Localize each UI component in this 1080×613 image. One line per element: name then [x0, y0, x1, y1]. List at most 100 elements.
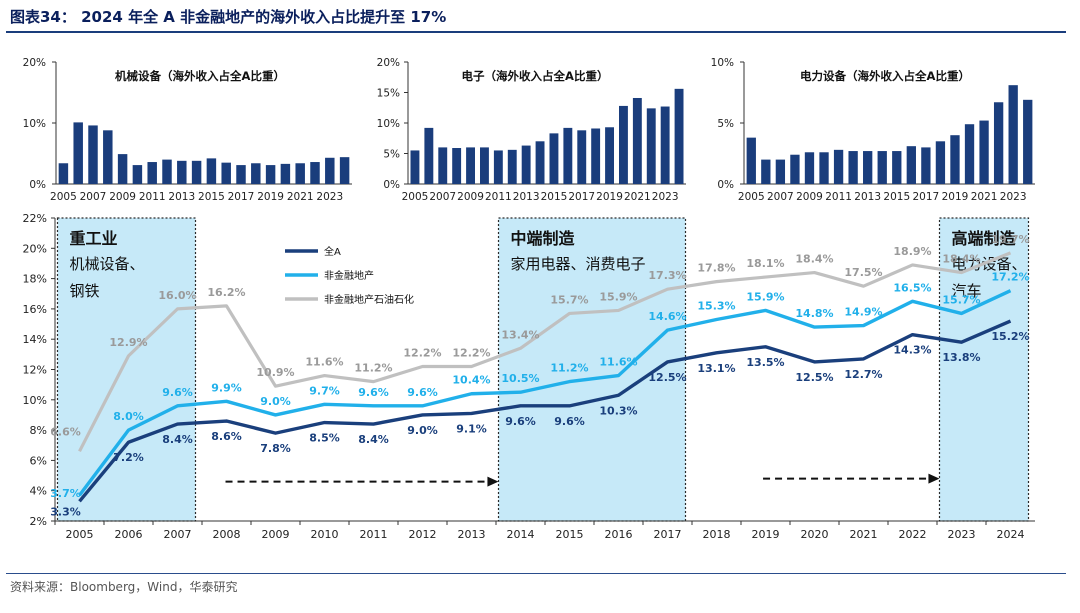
- y-tick-label: 20%: [23, 242, 47, 255]
- bar-2011: [833, 149, 844, 184]
- data-label: 12.2%: [452, 346, 490, 359]
- y-tick-label: 10%: [377, 118, 400, 130]
- x-tick-label: 2007: [767, 191, 794, 203]
- bar-2014: [535, 141, 545, 184]
- x-tick-label: 2023: [1000, 191, 1027, 203]
- x-tick-label: 2005: [738, 191, 765, 203]
- data-label: 9.6%: [162, 386, 193, 399]
- bar-2008: [452, 148, 462, 184]
- bar-2016: [906, 146, 916, 184]
- x-tick-label: 2021: [850, 528, 878, 541]
- chart-title: 电力设备（海外收入占全A比重）: [800, 69, 970, 83]
- bar-2012: [848, 151, 858, 184]
- bar-2021: [979, 120, 989, 184]
- data-label: 16.5%: [893, 281, 931, 294]
- data-label: 11.6%: [305, 356, 343, 369]
- x-tick-label: 2007: [80, 191, 107, 203]
- data-label: 9.6%: [407, 386, 438, 399]
- data-label: 8.0%: [113, 410, 144, 423]
- legend-label: 全A: [324, 245, 341, 258]
- data-label: 13.4%: [501, 328, 539, 341]
- bar-2020: [619, 105, 628, 184]
- trend-arrow-1-head: [487, 476, 499, 487]
- bar-2023: [1008, 85, 1018, 184]
- y-tick-label: 0%: [383, 179, 400, 191]
- bar-2009: [466, 147, 475, 184]
- x-tick-label: 2021: [287, 191, 314, 203]
- x-tick-label: 2013: [513, 191, 540, 203]
- x-tick-label: 2019: [257, 191, 284, 203]
- data-label: 14.3%: [893, 344, 931, 357]
- x-tick-label: 2005: [402, 191, 429, 203]
- bar-2018: [591, 128, 601, 184]
- data-label: 17.8%: [697, 262, 735, 275]
- data-label: 10.4%: [452, 374, 490, 387]
- x-tick-label: 2005: [50, 191, 77, 203]
- data-label: 17.5%: [844, 266, 882, 279]
- data-label: 3.7%: [50, 487, 81, 500]
- bar-2016: [563, 127, 573, 184]
- bar-2018: [251, 163, 261, 184]
- y-tick-label: 10%: [23, 394, 47, 407]
- bar-2015: [892, 151, 902, 184]
- x-tick-label: 2007: [164, 528, 192, 541]
- legend-label: 非金融地产石油石化: [324, 293, 414, 306]
- data-label: 14.9%: [844, 306, 882, 319]
- x-tick-label: 2009: [796, 191, 823, 203]
- y-tick-label: 22%: [23, 212, 47, 225]
- x-tick-label: 2007: [429, 191, 456, 203]
- x-tick-label: 2024: [997, 528, 1025, 541]
- bar-2017: [236, 165, 246, 184]
- x-tick-label: 2009: [457, 191, 484, 203]
- y-tick-label: 12%: [23, 364, 47, 377]
- bar-2021: [632, 97, 642, 184]
- data-label: 11.6%: [599, 356, 637, 369]
- x-tick-label: 2015: [556, 528, 584, 541]
- x-tick-label: 2011: [360, 528, 388, 541]
- data-label: 13.1%: [697, 362, 735, 375]
- data-label: 16.2%: [207, 286, 245, 299]
- x-tick-label: 2021: [624, 191, 651, 203]
- x-tick-label: 2018: [703, 528, 731, 541]
- data-label: 9.6%: [358, 386, 389, 399]
- data-label: 11.2%: [354, 362, 392, 375]
- data-label: 18.1%: [746, 257, 784, 270]
- data-label: 7.8%: [260, 442, 291, 455]
- data-label: 8.4%: [358, 433, 389, 446]
- y-tick-label: 0%: [29, 179, 46, 191]
- x-tick-label: 2005: [66, 528, 94, 541]
- x-tick-label: 2011: [139, 191, 166, 203]
- x-tick-label: 2021: [971, 191, 998, 203]
- data-label: 3.3%: [50, 505, 81, 518]
- y-tick-label: 5%: [383, 149, 400, 161]
- x-tick-label: 2011: [825, 191, 852, 203]
- data-label: 9.0%: [407, 424, 438, 437]
- bar-2015: [206, 158, 217, 184]
- y-tick-label: 14%: [23, 333, 47, 346]
- y-tick-label: 16%: [23, 303, 47, 316]
- title-divider: [6, 31, 1066, 33]
- data-label: 9.0%: [260, 395, 291, 408]
- bar-2009: [117, 154, 128, 184]
- x-tick-label: 2006: [115, 528, 143, 541]
- x-tick-label: 2022: [899, 528, 927, 541]
- period-desc: 机械设备、: [70, 255, 145, 273]
- period-heading: 重工业: [70, 229, 118, 248]
- data-label: 15.7%: [550, 293, 588, 306]
- bar-2020: [964, 124, 975, 184]
- data-label: 19.7%: [991, 233, 1029, 246]
- bar-2007: [88, 125, 98, 184]
- x-tick-label: 2015: [883, 191, 910, 203]
- data-label: 8.6%: [211, 430, 242, 443]
- bar-2023: [325, 157, 335, 184]
- chart-title: 电子（海外收入占全A比重）: [462, 69, 609, 83]
- bar-2014: [191, 160, 202, 184]
- bar-2012: [507, 149, 517, 184]
- bar-2019: [265, 165, 276, 184]
- data-label: 15.7%: [942, 293, 980, 306]
- bar-2014: [877, 151, 887, 184]
